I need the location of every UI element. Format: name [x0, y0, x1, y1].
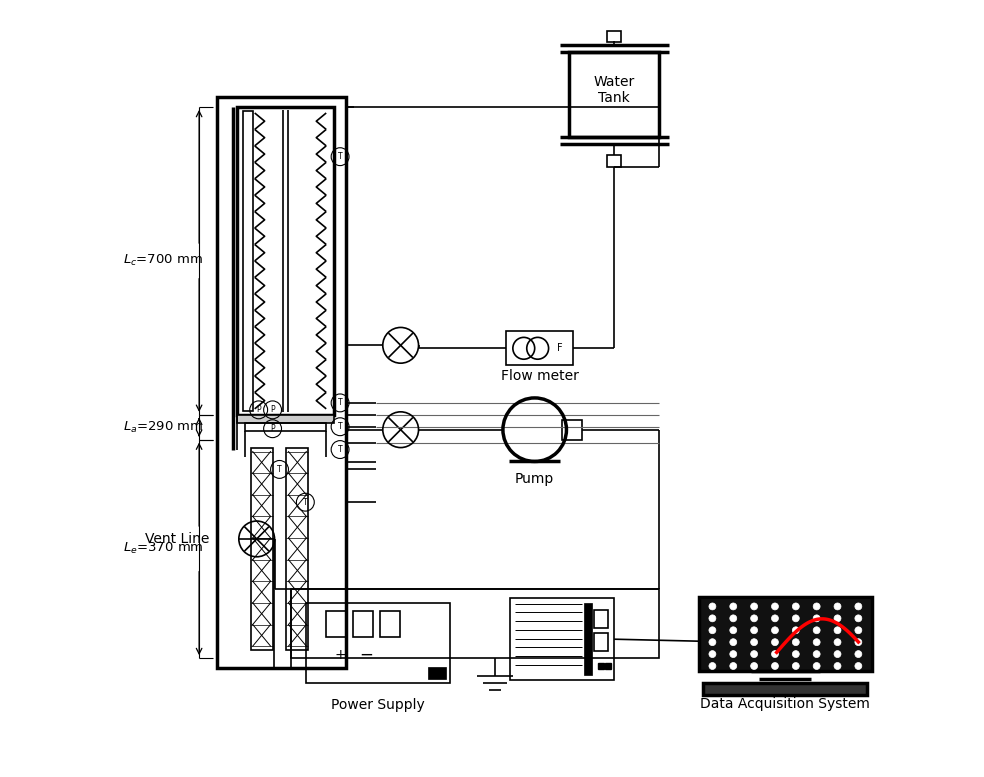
Circle shape — [771, 663, 778, 670]
Bar — [607, 155, 621, 166]
Text: Water
Tank: Water Tank — [593, 75, 635, 105]
Text: T: T — [338, 399, 342, 407]
Circle shape — [751, 639, 758, 646]
Bar — [353, 611, 373, 637]
Circle shape — [792, 603, 799, 610]
Text: F: F — [557, 343, 562, 354]
Bar — [607, 30, 621, 43]
Circle shape — [792, 639, 799, 646]
Bar — [380, 611, 400, 637]
Bar — [570, 52, 659, 137]
Circle shape — [855, 615, 862, 622]
Text: P: P — [271, 424, 275, 434]
Circle shape — [855, 650, 862, 657]
Text: −: − — [359, 646, 373, 664]
Circle shape — [813, 627, 820, 634]
Circle shape — [708, 650, 716, 657]
Circle shape — [813, 650, 820, 657]
Circle shape — [751, 615, 758, 622]
Text: T: T — [338, 445, 342, 454]
Text: T: T — [303, 498, 308, 507]
Circle shape — [792, 663, 799, 670]
Text: Pump: Pump — [515, 472, 554, 486]
Bar — [326, 611, 346, 637]
Text: P: P — [257, 406, 261, 414]
Bar — [594, 633, 608, 651]
Circle shape — [813, 663, 820, 670]
Circle shape — [834, 615, 841, 622]
Bar — [428, 667, 447, 679]
Circle shape — [813, 603, 820, 610]
Circle shape — [751, 663, 758, 670]
Circle shape — [834, 627, 841, 634]
Circle shape — [730, 615, 737, 622]
Circle shape — [771, 650, 778, 657]
Text: Vent Line: Vent Line — [145, 532, 210, 546]
Circle shape — [708, 603, 716, 610]
Circle shape — [751, 650, 758, 657]
Bar — [584, 604, 592, 675]
Circle shape — [771, 603, 778, 610]
Bar — [291, 588, 659, 658]
Bar — [563, 420, 583, 440]
Circle shape — [708, 627, 716, 634]
Circle shape — [834, 650, 841, 657]
Circle shape — [730, 663, 737, 670]
Text: Flow meter: Flow meter — [501, 369, 579, 383]
Bar — [217, 97, 346, 668]
Bar — [306, 604, 451, 683]
Circle shape — [813, 639, 820, 646]
Circle shape — [708, 663, 716, 670]
Text: +: + — [335, 648, 346, 662]
Circle shape — [855, 663, 862, 670]
Bar — [704, 683, 867, 695]
Circle shape — [771, 615, 778, 622]
Circle shape — [708, 639, 716, 646]
Text: $L_e$=370 mm: $L_e$=370 mm — [123, 542, 204, 556]
Text: P: P — [271, 406, 275, 414]
Text: T: T — [338, 152, 342, 161]
Circle shape — [792, 615, 799, 622]
Circle shape — [855, 627, 862, 634]
Circle shape — [834, 639, 841, 646]
Bar — [510, 598, 614, 680]
Circle shape — [708, 615, 716, 622]
Bar — [594, 611, 608, 629]
Bar — [699, 597, 872, 671]
Circle shape — [834, 603, 841, 610]
Bar — [286, 448, 308, 650]
Circle shape — [771, 639, 778, 646]
Circle shape — [813, 615, 820, 622]
Text: T: T — [277, 465, 281, 474]
Circle shape — [855, 603, 862, 610]
Bar — [245, 423, 326, 430]
Text: Power Supply: Power Supply — [331, 698, 425, 712]
Bar — [506, 332, 574, 365]
Circle shape — [792, 627, 799, 634]
Text: Data Acquisition System: Data Acquisition System — [700, 697, 870, 711]
Circle shape — [771, 627, 778, 634]
Circle shape — [730, 603, 737, 610]
Circle shape — [730, 627, 737, 634]
Text: T: T — [338, 422, 342, 431]
Text: $L_c$=700 mm: $L_c$=700 mm — [123, 253, 204, 269]
Circle shape — [792, 650, 799, 657]
Circle shape — [730, 650, 737, 657]
Circle shape — [834, 663, 841, 670]
Bar — [237, 415, 335, 423]
Circle shape — [855, 639, 862, 646]
Circle shape — [751, 603, 758, 610]
Bar — [243, 111, 253, 411]
Bar — [251, 448, 273, 650]
Circle shape — [751, 627, 758, 634]
Bar — [237, 107, 335, 415]
Text: $L_a$=290 mm: $L_a$=290 mm — [123, 420, 204, 435]
Circle shape — [730, 639, 737, 646]
